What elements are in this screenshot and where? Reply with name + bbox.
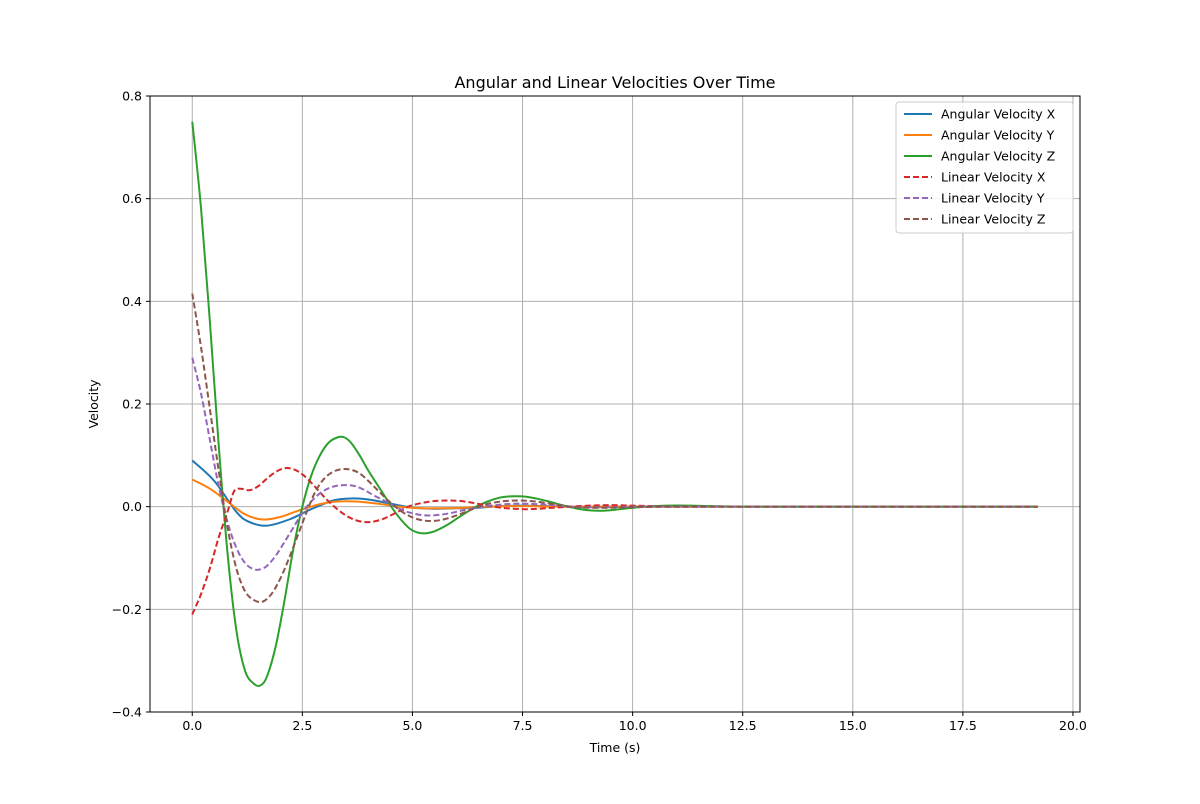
x-tick-label: 20.0 bbox=[1059, 718, 1087, 733]
legend-label: Angular Velocity Z bbox=[941, 149, 1055, 164]
legend-label: Linear Velocity Y bbox=[941, 191, 1045, 206]
x-tick-label: 12.5 bbox=[729, 718, 757, 733]
x-tick-label: 5.0 bbox=[402, 718, 422, 733]
series-line-angular-velocity-z bbox=[191, 121, 1038, 688]
y-tick-label: 0.2 bbox=[122, 397, 142, 412]
y-tick-label: 0.0 bbox=[122, 499, 142, 514]
x-axis-label: Time (s) bbox=[589, 740, 641, 755]
x-tick-label: 2.5 bbox=[292, 718, 312, 733]
y-axis-ticks: −0.4 −0.2 0.0 0.2 0.4 0.6 0.8 bbox=[112, 89, 150, 720]
y-tick-label: 0.4 bbox=[122, 294, 142, 309]
legend-box bbox=[895, 101, 1074, 234]
x-axis-ticks: 0.0 2.5 5.0 7.5 10.0 12.5 15.0 17.5 20.0 bbox=[182, 712, 1087, 733]
x-tick-label: 0.0 bbox=[182, 718, 202, 733]
y-axis-label: Velocity bbox=[86, 379, 101, 429]
legend-label: Linear Velocity Z bbox=[941, 212, 1045, 227]
chart-title: Angular and Linear Velocities Over Time bbox=[454, 73, 775, 92]
series-line-linear-velocity-z bbox=[191, 293, 1038, 604]
x-tick-label: 17.5 bbox=[949, 718, 977, 733]
x-tick-label: 7.5 bbox=[513, 718, 533, 733]
series-lines bbox=[191, 121, 1038, 688]
legend: Angular Velocity X Angular Velocity Y Angu… bbox=[895, 101, 1074, 234]
y-tick-label: 0.8 bbox=[122, 89, 142, 104]
y-tick-label: 0.6 bbox=[122, 191, 142, 206]
y-tick-label: −0.4 bbox=[112, 705, 142, 720]
y-tick-label: −0.2 bbox=[112, 602, 142, 617]
legend-label: Linear Velocity X bbox=[941, 170, 1046, 185]
x-tick-label: 10.0 bbox=[619, 718, 647, 733]
x-tick-label: 15.0 bbox=[839, 718, 867, 733]
legend-label: Angular Velocity Y bbox=[941, 128, 1055, 143]
legend-label: Angular Velocity X bbox=[941, 107, 1056, 122]
